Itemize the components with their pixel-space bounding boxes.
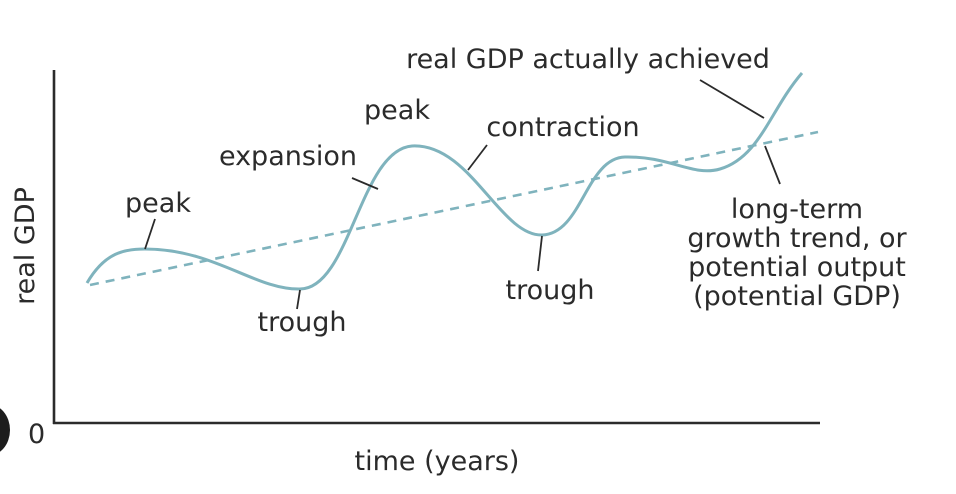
contraction-label: contraction bbox=[486, 112, 639, 143]
trend-leader bbox=[764, 145, 781, 185]
trend-label-line-2: growth trend, or bbox=[687, 223, 907, 254]
corner-badge bbox=[0, 404, 10, 456]
trough-2-label: trough bbox=[506, 275, 595, 306]
peak-1-label: peak bbox=[125, 188, 191, 219]
real-gdp-label: real GDP actually achieved bbox=[406, 44, 770, 75]
growth-trend-line bbox=[89, 130, 819, 287]
trend-label-line-4: (potential GDP) bbox=[693, 281, 901, 312]
trend-label-line-3: potential output bbox=[688, 252, 906, 283]
expansion-leader bbox=[351, 177, 379, 190]
y-axis-label: real GDP bbox=[10, 187, 41, 305]
trough-2-leader bbox=[537, 235, 543, 272]
trough-1-label: trough bbox=[258, 307, 347, 338]
trough-1-leader bbox=[296, 289, 301, 310]
expansion-label: expansion bbox=[219, 141, 357, 172]
peak-2-label: peak bbox=[364, 95, 430, 126]
contraction-leader bbox=[467, 144, 488, 171]
real-gdp-curve bbox=[85, 72, 804, 291]
peak-1-leader bbox=[144, 218, 156, 250]
x-axis-label: time (years) bbox=[355, 446, 520, 477]
real-gdp-leader bbox=[699, 79, 765, 119]
trend-label-line-1: long-term bbox=[731, 194, 863, 225]
origin-label: 0 bbox=[28, 419, 45, 450]
